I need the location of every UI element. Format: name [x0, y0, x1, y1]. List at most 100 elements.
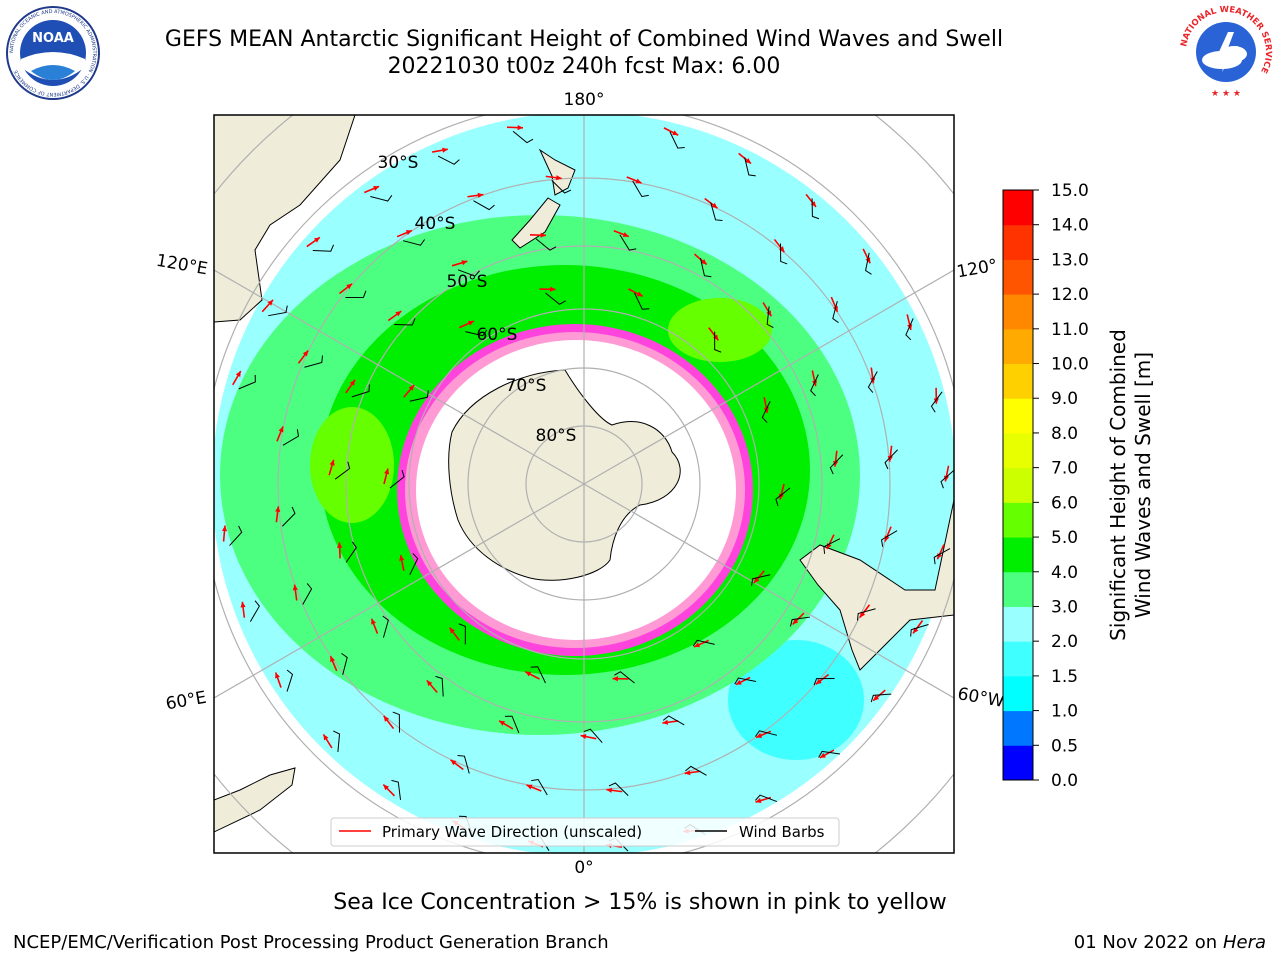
wave-arrow-head	[555, 175, 562, 181]
wind-barb	[437, 155, 460, 165]
wind-barb	[583, 728, 603, 744]
wind-barb	[754, 794, 778, 803]
wave-arrow-head	[426, 680, 433, 687]
wave-arrow-head	[810, 201, 816, 207]
wave-arrow-head	[684, 770, 691, 776]
wave-arrow-head	[887, 455, 893, 462]
footer-date: 01 Nov 2022 on Hera	[1074, 932, 1266, 953]
wind-barb	[268, 305, 288, 317]
wind-barb	[351, 384, 370, 398]
colorbar-segment	[1003, 294, 1033, 330]
wind-barb	[930, 391, 943, 413]
wind-barb	[823, 538, 841, 554]
wave-arrow-head	[636, 291, 643, 297]
wave-arrow-head	[313, 237, 320, 243]
wind-barb	[734, 677, 757, 685]
wind-barb	[334, 461, 351, 480]
colorbar-segment	[1003, 190, 1033, 226]
lon-label-60e: 60°E	[164, 688, 208, 715]
colorbar-tick-label: 14.0	[1051, 216, 1089, 236]
wind-barb	[238, 374, 256, 390]
south-america-land	[799, 499, 954, 671]
sea-ice-caption: Sea Ice Concentration > 15% is shown in …	[333, 890, 947, 915]
wave-arrow-head	[778, 493, 784, 500]
wave-arrow-head	[745, 158, 752, 164]
colorbar-segment	[1003, 745, 1033, 781]
wind-barb	[512, 130, 534, 144]
wind-barb	[870, 693, 892, 703]
new-zealand-land	[511, 148, 576, 249]
wave-band-5-6m-patch	[310, 407, 394, 523]
wind-barb	[761, 401, 771, 423]
wind-barb	[304, 355, 324, 368]
wind-barb	[249, 600, 260, 622]
colorbar-segment	[1003, 467, 1033, 503]
wind-barb	[867, 371, 878, 393]
colorbar-tick-label: 8.0	[1051, 424, 1078, 444]
wind-barb	[229, 525, 243, 546]
wind-barb	[865, 252, 872, 275]
africa-land	[214, 767, 296, 833]
colorbar-tick-label: 1.5	[1051, 667, 1078, 687]
wind-barb	[614, 671, 635, 684]
wave-arrow-head	[550, 286, 556, 292]
wave-arrow-head	[622, 232, 629, 237]
nws-logo: NATIONAL WEATHER SERVICE ★ ★ ★	[1179, 5, 1273, 99]
colorbar-title-line1: Significant Height of Combined	[1106, 329, 1130, 641]
wind-barb	[766, 306, 774, 329]
wave-arrow-head	[778, 246, 785, 253]
wind-barb	[530, 666, 546, 684]
wind-barb	[302, 583, 313, 605]
graticule	[214, 115, 954, 853]
wind-barb	[282, 429, 300, 446]
wave-arrow-head	[346, 283, 353, 290]
wind-barb	[790, 616, 810, 627]
chart-title-line1: GEFS MEAN Antarctic Significant Height o…	[164, 27, 1004, 52]
wave-arrow-head	[395, 311, 402, 317]
wave-arrow-head	[635, 178, 642, 184]
wave-arrow-head	[612, 676, 618, 682]
lon-label-60w: 60°W	[956, 684, 1006, 712]
lat-label-70s: 70°S	[506, 376, 547, 396]
wave-arrow-head	[694, 642, 701, 648]
wind-barb	[402, 239, 426, 246]
chart-title-line2: 20221030 t00z 240h fcst Max: 6.00	[387, 54, 781, 79]
colorbar-tick-label: 5.0	[1051, 528, 1078, 548]
wind-barb	[457, 754, 470, 774]
wind-barb	[535, 238, 557, 251]
wind-barb	[811, 198, 820, 220]
wind-barb	[435, 675, 444, 697]
wave-arrow-head	[267, 299, 274, 306]
wind-barb	[333, 730, 341, 752]
wave-band-1-2m-patch	[728, 640, 864, 760]
wave-arrow-head	[405, 230, 412, 235]
australia-land	[214, 115, 356, 323]
footer-producer: NCEP/EMC/Verification Post Processing Pr…	[13, 932, 609, 953]
wave-arrow-head	[292, 584, 298, 591]
wind-barb	[818, 750, 840, 758]
wave-arrow-head	[383, 715, 390, 722]
colorbar-tick-label: 6.0	[1051, 493, 1078, 513]
wave-arrow-head	[525, 671, 532, 677]
wind-barb	[780, 243, 788, 265]
wind-barb	[905, 318, 914, 341]
wind-barb	[619, 234, 637, 251]
footer-date-text: 01 Nov 2022 on	[1073, 932, 1218, 953]
noaa-logo-text: NOAA	[32, 31, 74, 46]
map-legend: Primary Wave Direction (unscaled) Wind B…	[330, 817, 840, 847]
wave-arrow-head	[526, 784, 533, 790]
wave-arrow-head	[873, 695, 880, 701]
wave-arrow-head	[449, 627, 455, 634]
lon-label-120w: 120°	[955, 256, 999, 283]
wind-barb	[634, 292, 650, 310]
wind-barb	[551, 180, 572, 194]
wave-arrow-head	[408, 384, 415, 391]
wind-barb	[775, 487, 791, 507]
colorbar-segment	[1003, 224, 1033, 260]
legend-barb-label: Wind Barbs	[739, 823, 825, 841]
wind-barb	[345, 541, 357, 563]
wave-arrow-head	[711, 202, 718, 209]
wind-barb	[282, 506, 296, 527]
colorbar-segment	[1003, 328, 1033, 365]
wind-barb	[409, 553, 419, 575]
